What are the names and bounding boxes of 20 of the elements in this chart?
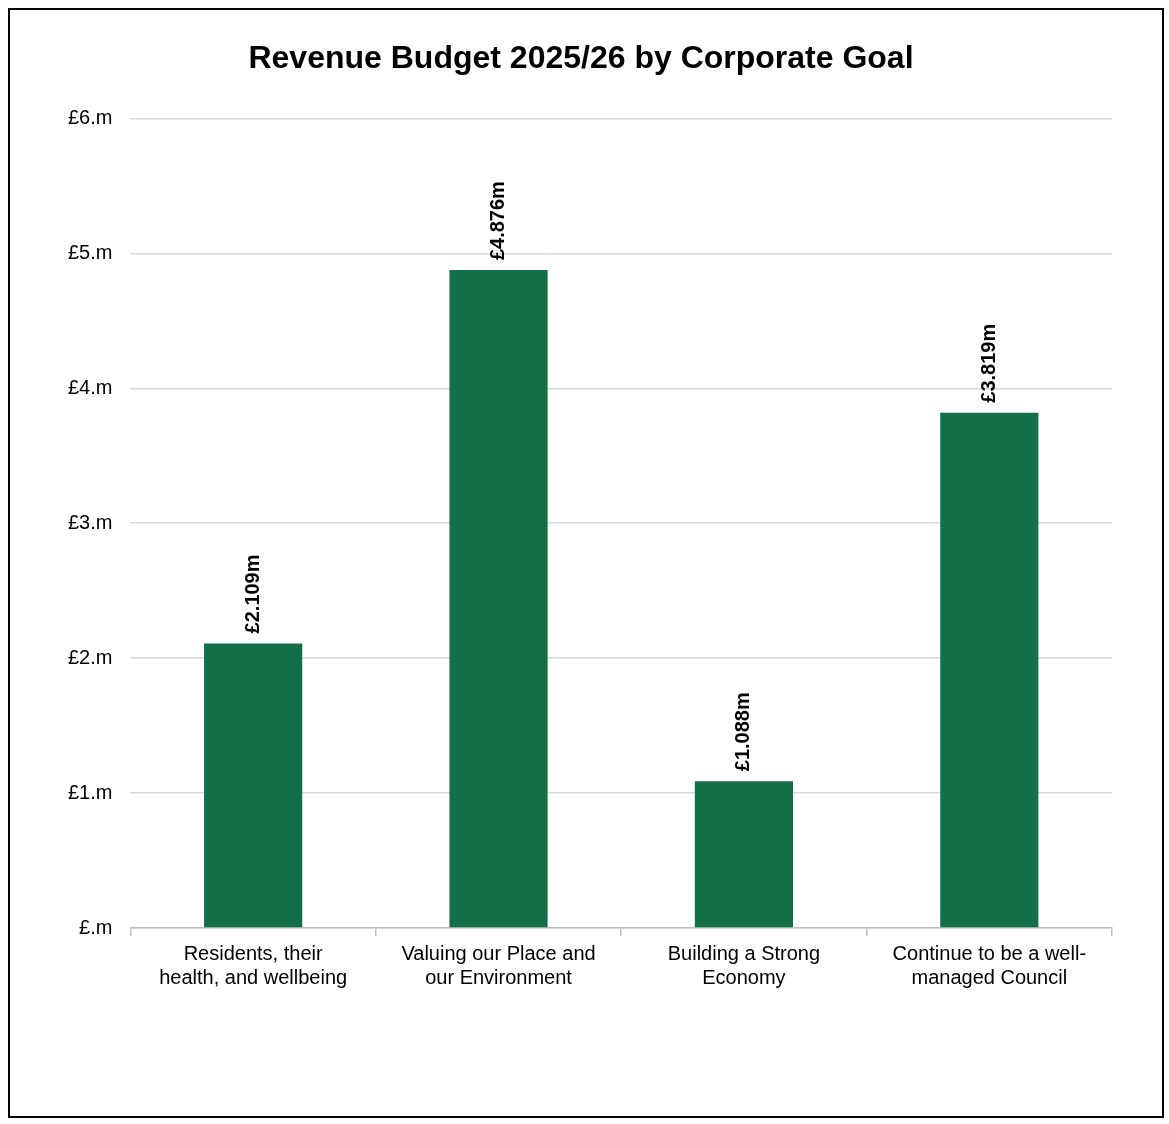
bar	[694, 781, 793, 928]
y-tick-label: £6.m	[67, 105, 113, 128]
x-tick-label: Building a Strong Economy	[667, 941, 821, 988]
x-tick-label: Valuing our Place and our Environment	[401, 941, 596, 988]
chart-title: Revenue Budget 2025/26 by Corporate Goal	[248, 39, 914, 76]
data-label: £3.819m	[976, 323, 999, 403]
data-label: £4.876m	[486, 181, 509, 261]
y-tick-label: £1.m	[67, 780, 113, 803]
bar	[204, 643, 303, 928]
bar	[449, 270, 548, 928]
y-tick-label: £2.m	[67, 645, 113, 668]
bar	[940, 412, 1039, 928]
y-tick-label: £5.m	[67, 240, 113, 263]
y-tick-label: £.m	[79, 915, 113, 938]
data-label: £2.109m	[240, 554, 263, 634]
y-tick-label: £3.m	[67, 510, 113, 533]
data-label: £1.088m	[731, 692, 754, 772]
y-tick-label: £4.m	[67, 375, 113, 398]
x-tick-label: Continue to be a well-managed Council	[892, 941, 1087, 988]
x-tick-label: Residents, their health, and wellbeing	[159, 941, 348, 988]
